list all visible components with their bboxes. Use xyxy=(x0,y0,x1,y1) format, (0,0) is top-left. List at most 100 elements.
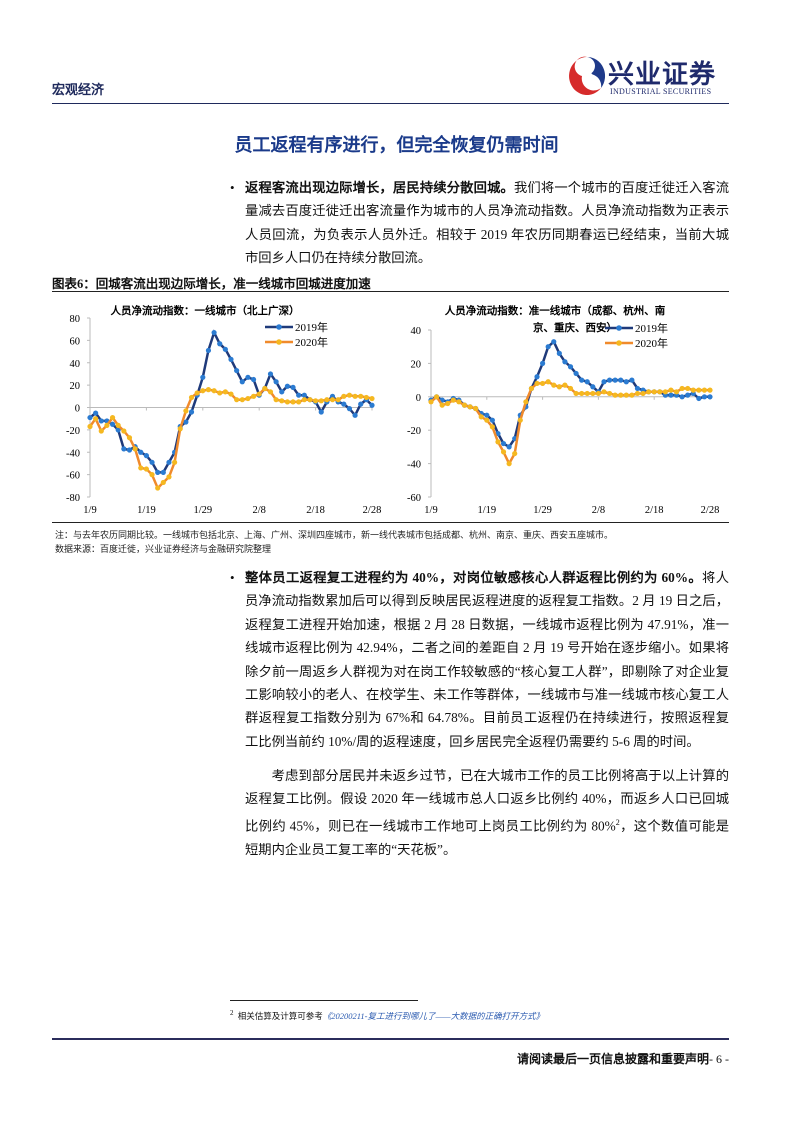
data-point-2019年 xyxy=(273,379,279,385)
x-tick-label: 1/9 xyxy=(83,505,96,516)
data-point-2020年 xyxy=(534,380,540,387)
data-point-2020年 xyxy=(489,424,495,430)
data-point-2020年 xyxy=(696,387,702,393)
chart-first-tier: 人员净流动指数：一线城市（北上广深）806040200-20-40-60-801… xyxy=(66,304,381,516)
x-tick-label: 1/9 xyxy=(424,505,437,516)
data-point-2020年 xyxy=(228,391,234,397)
data-point-2019年 xyxy=(109,421,116,427)
data-point-2020年 xyxy=(707,387,713,393)
data-point-2020年 xyxy=(256,391,262,397)
data-point-2020年 xyxy=(279,398,285,404)
data-point-2020年 xyxy=(640,390,646,397)
data-point-2019年 xyxy=(149,459,155,465)
data-point-2020年 xyxy=(194,390,200,396)
data-point-2020年 xyxy=(606,390,613,397)
data-point-2020年 xyxy=(439,402,445,408)
footnote-ref[interactable]: 2 xyxy=(615,817,620,827)
data-point-2020年 xyxy=(657,389,663,395)
page-number: - 6 - xyxy=(709,1052,729,1066)
data-point-2020年 xyxy=(245,395,251,402)
data-point-2020年 xyxy=(352,393,358,399)
data-point-2019年 xyxy=(707,394,713,400)
chart-title: 人员净流动指数：一线城市（北上广深） xyxy=(111,304,300,317)
logo-text-en: INDUSTRIAL SECURITIES xyxy=(610,87,712,96)
data-point-2019年 xyxy=(188,409,195,415)
data-point-2019年 xyxy=(506,444,512,450)
data-point-2020年 xyxy=(668,387,674,393)
footnote-divider xyxy=(230,1000,418,1001)
notes-divider xyxy=(52,522,729,523)
data-point-2020年 xyxy=(618,392,624,398)
data-point-2019年 xyxy=(545,344,551,350)
data-point-2020年 xyxy=(335,397,341,403)
data-point-2020年 xyxy=(115,422,121,428)
data-point-2019年 xyxy=(301,392,307,398)
header-divider xyxy=(52,103,729,104)
y-tick-label: -40 xyxy=(407,460,421,471)
data-point-2020年 xyxy=(456,399,462,405)
data-point-2019年 xyxy=(239,379,245,385)
data-point-2020年 xyxy=(143,466,149,472)
data-point-2019年 xyxy=(696,395,702,402)
data-point-2019年 xyxy=(551,339,557,345)
chart-new-first-tier: 人员净流动指数：准一线城市（成都、杭州、南京、重庆、西安） 40 20 0 -20 -40… xyxy=(407,304,720,516)
data-point-2020年 xyxy=(313,398,319,404)
data-point-2019年 xyxy=(290,384,296,390)
data-point-2019年 xyxy=(200,374,206,380)
x-tick-label: 2/18 xyxy=(645,505,664,516)
legend-marker xyxy=(276,339,282,345)
data-point-2020年 xyxy=(318,398,324,404)
data-point-2020年 xyxy=(556,384,562,390)
data-point-2019年 xyxy=(121,446,127,452)
data-point-2020年 xyxy=(629,392,635,398)
data-point-2020年 xyxy=(517,417,523,423)
data-point-2020年 xyxy=(461,402,468,408)
data-point-2019年 xyxy=(623,379,629,385)
page-title: 员工返程有序进行，但完全恢复仍需时间 xyxy=(234,135,559,155)
data-point-2019年 xyxy=(556,350,562,356)
data-point-2019年 xyxy=(138,449,144,455)
data-point-2020年 xyxy=(551,382,557,388)
data-point-2020年 xyxy=(612,392,618,398)
data-point-2019年 xyxy=(205,347,212,354)
x-tick-label: 2/8 xyxy=(252,505,265,516)
data-point-2020年 xyxy=(149,472,155,478)
data-point-2019年 xyxy=(228,356,234,362)
data-point-2019年 xyxy=(166,459,172,465)
data-point-2019年 xyxy=(126,447,133,453)
data-point-2020年 xyxy=(690,387,696,393)
data-point-2020年 xyxy=(685,385,691,392)
data-point-2019年 xyxy=(584,379,590,385)
data-point-2020年 xyxy=(98,428,104,434)
data-point-2020年 xyxy=(701,387,708,393)
logo-text-cn: 兴业证券 xyxy=(608,60,717,89)
x-tick-label: 2/28 xyxy=(701,505,720,516)
data-point-2019年 xyxy=(668,392,674,398)
data-point-2019年 xyxy=(489,417,495,423)
data-point-2020年 xyxy=(324,397,330,403)
y-tick-label: 40 xyxy=(70,359,81,370)
data-point-2020年 xyxy=(341,393,347,399)
footnote-link[interactable]: 《20200211-复工进行到哪儿了——大数据的正确打开方式》 xyxy=(322,1010,545,1021)
data-point-2020年 xyxy=(188,394,195,401)
data-point-2019年 xyxy=(279,389,285,395)
paragraph-3: 考虑到部分居民并未返乡过节，已在大城市工作的员工比例将高于以上计算的返程复工比例… xyxy=(245,764,729,861)
paragraph-2-lead: 整体员工返程复工进程约为 40%，对岗位敏感核心人群返程比例约为 60%。 xyxy=(245,570,703,585)
data-point-2020年 xyxy=(329,397,336,403)
data-point-2020年 xyxy=(484,417,490,423)
data-point-2020年 xyxy=(506,461,512,467)
data-point-2019年 xyxy=(245,374,251,380)
data-point-2019年 xyxy=(562,359,568,365)
footer-divider xyxy=(52,1038,729,1040)
y-tick-label: 80 xyxy=(70,314,81,325)
y-tick-label: -20 xyxy=(407,426,421,437)
data-point-2020年 xyxy=(239,397,245,403)
data-point-2019年 xyxy=(87,414,93,421)
data-point-2020年 xyxy=(478,414,484,420)
data-point-2020年 xyxy=(301,397,307,403)
x-tick-label: 1/29 xyxy=(533,505,552,516)
paragraph-1-lead: 返程客流出现边际增长，居民持续分散回城。 xyxy=(245,180,514,195)
data-point-2019年 xyxy=(601,379,607,385)
data-point-2019年 xyxy=(211,329,217,336)
data-point-2020年 xyxy=(121,428,127,434)
